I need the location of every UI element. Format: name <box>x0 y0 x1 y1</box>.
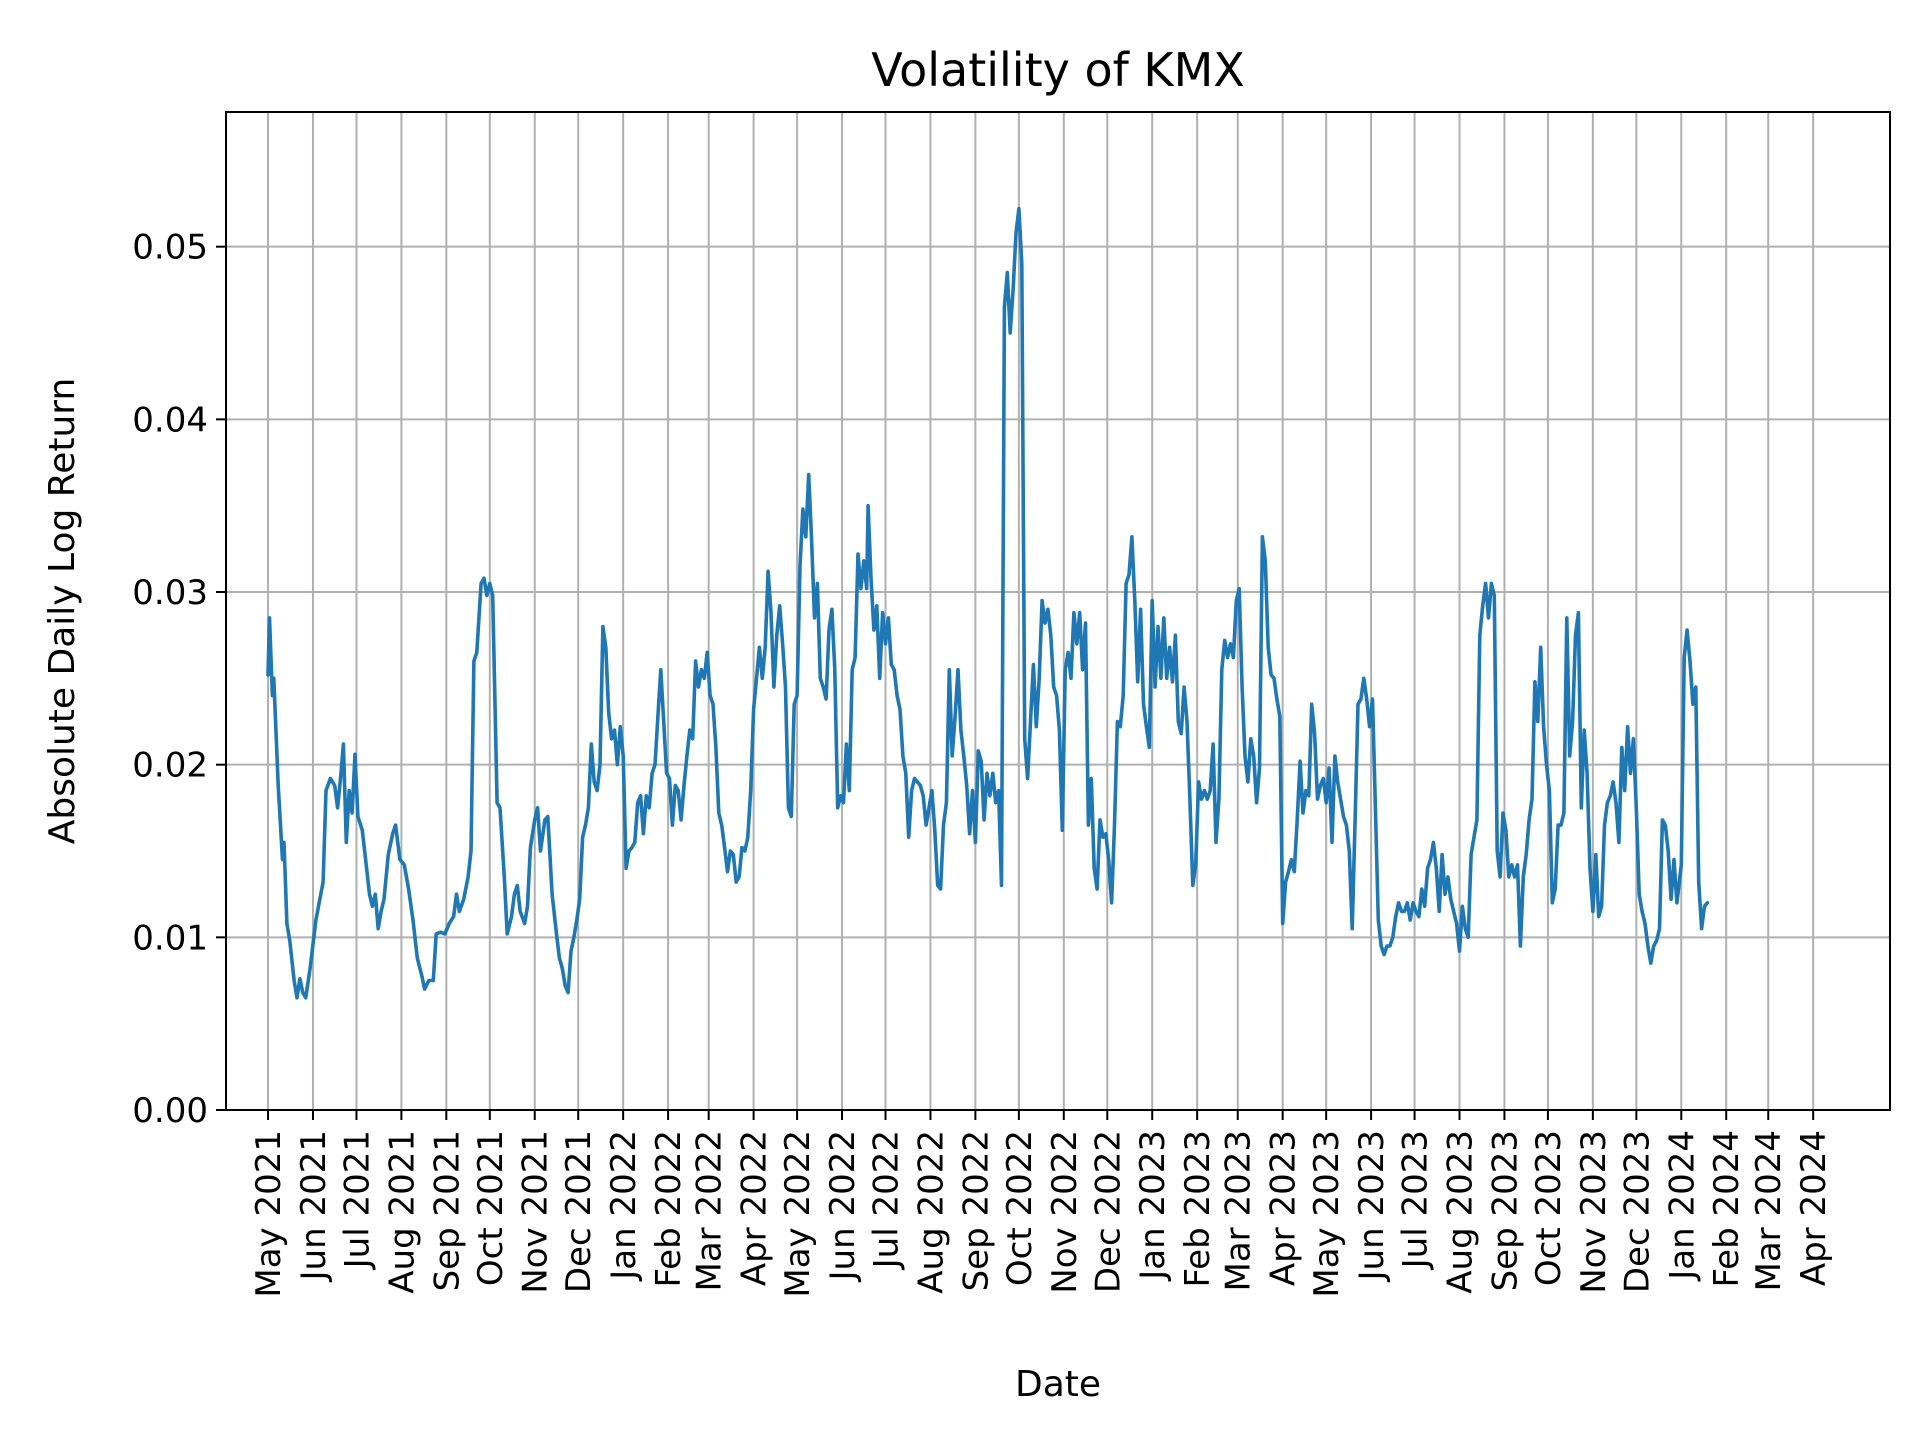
x-tick-label-24: May 2023 <box>1307 1130 1347 1298</box>
x-tick-label-15: Aug 2022 <box>911 1130 951 1294</box>
plot-frame <box>225 111 1891 1111</box>
x-tick-label-26: Jul 2023 <box>1396 1130 1436 1270</box>
x-tick-label-33: Feb 2024 <box>1707 1130 1747 1288</box>
y-tick-label-1: 0.01 <box>132 918 208 958</box>
x-tick-label-21: Feb 2023 <box>1178 1130 1218 1288</box>
x-tick-label-11: Apr 2022 <box>735 1130 775 1286</box>
x-tick-label-6: Nov 2021 <box>516 1130 556 1294</box>
x-tick-label-19: Dec 2022 <box>1088 1130 1128 1293</box>
x-tick-label-29: Oct 2023 <box>1529 1130 1569 1286</box>
x-tick-label-10: Mar 2022 <box>690 1130 730 1291</box>
x-tick-label-3: Aug 2021 <box>382 1130 422 1294</box>
x-tick-label-23: Apr 2023 <box>1264 1130 1304 1286</box>
x-tick-label-1: Jun 2021 <box>294 1130 334 1282</box>
x-tick-label-28: Sep 2023 <box>1485 1130 1525 1291</box>
x-tick-label-12: May 2022 <box>778 1130 818 1298</box>
x-tick-label-9: Feb 2022 <box>649 1130 689 1288</box>
x-tick-label-0: May 2021 <box>249 1130 289 1298</box>
x-tick-label-35: Apr 2024 <box>1794 1130 1834 1286</box>
series-line-0 <box>266 206 1710 1000</box>
chart-title: Volatility of KMX <box>871 43 1245 97</box>
x-tick-label-13: Jun 2022 <box>823 1130 863 1282</box>
x-tick-label-18: Nov 2022 <box>1045 1130 1085 1294</box>
x-tick-label-5: Oct 2021 <box>471 1130 511 1286</box>
y-tick-label-5: 0.05 <box>132 228 208 268</box>
x-tick-label-34: Mar 2024 <box>1749 1130 1789 1291</box>
y-tick-label-3: 0.03 <box>132 573 208 613</box>
x-tick-label-27: Aug 2023 <box>1441 1130 1481 1294</box>
series-group <box>266 206 1710 1000</box>
y-axis: 0.00 0.01 0.02 0.03 0.04 0.05 <box>132 228 226 1131</box>
y-tick-label-2: 0.02 <box>132 746 208 786</box>
grid-lines <box>226 112 1890 1111</box>
x-tick-label-4: Sep 2021 <box>427 1130 467 1291</box>
y-tick-label-0: 0.00 <box>132 1091 208 1131</box>
y-tick-label-4: 0.04 <box>132 400 208 440</box>
x-tick-label-32: Jan 2024 <box>1662 1130 1702 1282</box>
x-axis: May 2021 Jun 2021 Jul 2021 Aug 2021 Sep 2021… <box>249 1110 1834 1298</box>
x-tick-label-17: Oct 2022 <box>1000 1130 1040 1286</box>
x-axis-label: Date <box>1015 1364 1101 1405</box>
x-tick-label-7: Dec 2021 <box>559 1130 599 1293</box>
x-tick-label-8: Jan 2022 <box>604 1130 644 1282</box>
x-tick-label-14: Jul 2022 <box>867 1130 907 1270</box>
x-tick-label-20: Jan 2023 <box>1133 1130 1173 1282</box>
x-tick-label-22: Mar 2023 <box>1219 1130 1259 1291</box>
x-tick-label-16: Sep 2022 <box>956 1130 996 1291</box>
y-axis-label: Absolute Daily Log Return <box>42 378 83 845</box>
x-tick-label-2: Jul 2021 <box>337 1130 377 1270</box>
x-tick-label-25: Jun 2023 <box>1352 1130 1392 1282</box>
x-tick-label-31: Dec 2023 <box>1617 1130 1657 1293</box>
x-tick-label-30: Nov 2023 <box>1574 1130 1614 1294</box>
